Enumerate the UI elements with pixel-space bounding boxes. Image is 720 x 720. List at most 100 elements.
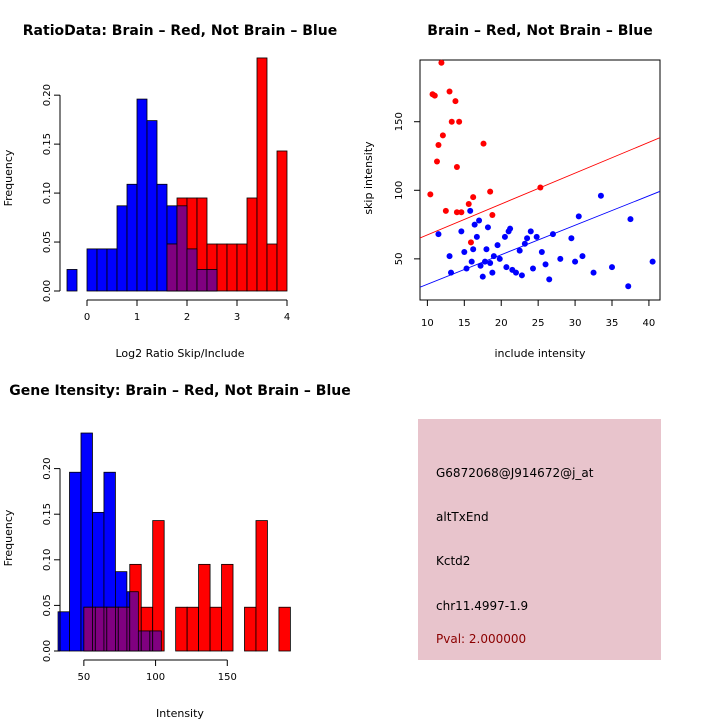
ratio-x-tick-label: 1 [134,312,140,323]
scatter-point-blue [470,246,477,253]
scatter-point-blue [490,253,497,260]
gene-intensity-overlap-bar [126,606,131,652]
scatter-point-red [427,191,434,198]
scatter-x-tick-label: 10 [421,318,434,329]
probe-id-text: G6872068@J914672@j_at [436,466,594,480]
gene-intensity-histogram: Gene Itensity: Brain – Red, Not Brain – … [2,383,351,720]
gene-intensity-y-tick-label: 0.20 [42,457,53,479]
scatter-point-blue [471,221,478,228]
scatter-point-blue [568,235,575,242]
scatter-point-red [480,140,487,147]
probe-info-panel: G6872068@J914672@j_at altTxEnd Kctd2 chr… [418,419,661,660]
scatter-point-blue [546,276,553,283]
ratio-y-tick-label: 0.15 [42,133,53,155]
scatter-point-blue [467,207,474,214]
gene-intensity-ylabel: Frequency [2,509,15,566]
scatter-x-tick-label: 30 [569,318,582,329]
scatter-point-red [470,194,477,201]
scatter-point-blue [494,242,501,249]
scatter-point-blue [489,269,496,276]
scatter-point-blue [579,253,586,260]
gene-intensity-overlap-bar [140,630,151,652]
gene-intensity-overlap-bar [129,591,139,652]
scatter-point-blue [518,272,525,279]
ratio-blue-bar [146,120,158,292]
ratio-red-bar [246,197,258,292]
scatter-point-blue [507,225,514,232]
scatter-point-blue [538,249,545,255]
gene-name-text: Kctd2 [436,554,470,568]
ratio-blue-bar [96,248,108,292]
scatter-point-blue [483,246,490,253]
chromosome-location-text: chr11.4997-1.9 [436,599,528,613]
scatter-point-blue [463,265,470,272]
scatter-point-blue [590,269,597,276]
scatter-point-blue [625,283,632,290]
scatter-point-blue [446,253,453,260]
ratio-red-bar [216,243,228,292]
gene-intensity-red-bar [255,520,268,652]
gene-intensity-title: Gene Itensity: Brain – Red, Not Brain – … [9,383,351,399]
gene-intensity-red-bar [186,606,200,652]
scatter-point-red [537,184,544,191]
scatter-point-red [439,132,446,139]
scatter-point-blue [533,233,540,240]
scatter-point-red [489,211,496,218]
ratio-overlap-bar [176,205,188,292]
scatter-point-red [452,98,459,105]
ratio-overlap-bar [196,269,208,292]
gene-intensity-xlabel: Intensity [156,707,204,720]
ratio-histogram: RatioData: Brain – Red, Not Brain – Blue… [2,23,337,360]
scatter-plot-frame [419,59,661,301]
scatter-x-tick-label: 35 [606,318,619,329]
scatter-point-blue [461,249,468,255]
ratio-histogram-ylabel: Frequency [2,149,15,206]
scatter-point-blue [479,273,486,280]
scatter-point-blue [477,262,484,269]
gene-intensity-x-tick-label: 150 [218,672,237,683]
scatter-point-blue [572,258,579,265]
ratio-overlap-bar [166,243,178,292]
gene-intensity-overlap-bar [92,606,96,652]
gene-intensity-red-bar [209,606,222,652]
ratio-red-bar [256,57,268,292]
scatter-fit-line-blue [420,190,660,288]
ratio-blue-bar [86,248,98,292]
gene-intensity-overlap-bar [103,606,108,652]
info-panel-background [418,419,661,660]
scatter-x-tick-label: 15 [458,318,471,329]
gene-intensity-y-tick-label: 0.15 [42,503,53,525]
ratio-histogram-xlabel: Log2 Ratio Skip/Include [115,347,244,360]
ratio-blue-bar [136,98,148,292]
scatter-y-tick-label: 100 [394,181,405,200]
scatter-point-red [433,158,440,165]
scatter-point-red [442,207,449,214]
ratio-red-bar [226,243,238,292]
ratio-y-tick-label: 0.00 [42,280,53,302]
scatter-point-red [435,142,442,149]
scatter-point-blue [513,269,519,276]
scatter-point-blue [575,213,582,220]
scatter-point-red [453,209,460,216]
scatter-point-blue [516,247,523,254]
scatter-point-blue [458,228,465,235]
scatter-point-red [458,209,465,216]
scatter-point-blue [487,259,494,266]
scatter-point-red [438,59,445,66]
scatter-y-tick-label: 50 [394,252,405,265]
gene-intensity-blue-bar [69,471,82,652]
scatter-point-red [431,92,438,99]
ratio-histogram-title: RatioData: Brain – Red, Not Brain – Blue [23,23,337,39]
ratio-red-bar [236,243,248,292]
gene-intensity-red-bar [175,606,188,652]
gene-intensity-x-tick-label: 50 [77,672,90,683]
scatter-point-blue [448,269,455,276]
scatter-point-blue [468,258,475,265]
scatter-point-blue [496,255,503,262]
scatter-point-blue [649,258,656,265]
gene-intensity-red-bar [198,563,211,652]
scatter-point-blue [609,264,615,271]
scatter-ylabel: skip intensity [362,141,375,215]
gene-intensity-y-tick-label: 0.10 [42,549,53,571]
gene-intensity-y-tick-label: 0.05 [42,594,53,616]
